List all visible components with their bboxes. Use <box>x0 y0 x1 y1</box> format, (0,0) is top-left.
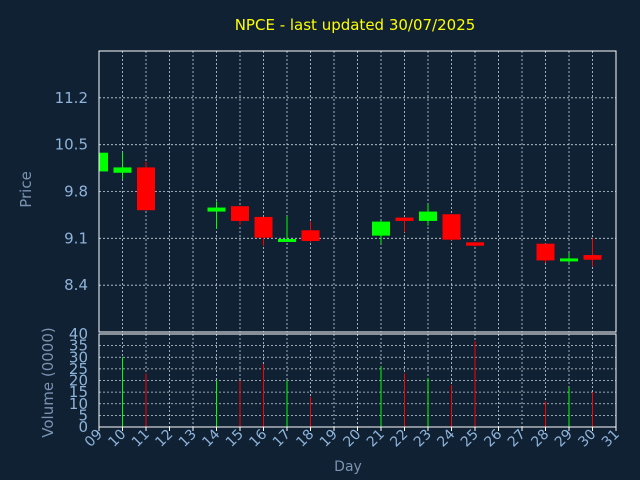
x-axis-label: Day <box>334 459 362 475</box>
volume-grid <box>99 334 616 427</box>
chart-title: NPCE - last updated 30/07/2025 <box>235 16 476 34</box>
volume-tick-label: 15 <box>69 383 88 401</box>
x-tick-label: 19 <box>317 427 341 451</box>
candle-body <box>99 152 108 172</box>
x-tick-label: 21 <box>364 427 388 451</box>
candle-body <box>278 239 296 243</box>
price-tick-label: 9.1 <box>64 229 88 247</box>
price-tick-label: 10.5 <box>55 136 88 154</box>
volume-tick-label: 5 <box>78 406 88 424</box>
candle-body <box>560 258 578 262</box>
x-tick-label: 26 <box>481 426 505 450</box>
x-tick-label: 30 <box>575 427 599 451</box>
x-tick-label: 12 <box>152 427 176 451</box>
x-tick-label: 25 <box>458 427 482 451</box>
x-tick-label: 18 <box>293 427 317 451</box>
volume-tick-label: 0 <box>78 418 88 436</box>
volume-tick-label: 10 <box>69 395 88 413</box>
candle-body <box>583 255 602 260</box>
x-tick-label: 29 <box>552 427 576 451</box>
candle-body <box>301 230 320 242</box>
volume-tick-label: 25 <box>69 360 88 378</box>
volume-tick-label: 30 <box>69 348 88 366</box>
candle-body <box>137 167 155 211</box>
x-tick-label: 22 <box>387 427 411 451</box>
candles <box>98 152 602 267</box>
x-tick-label: 31 <box>599 427 623 451</box>
x-tick-label: 14 <box>199 426 223 450</box>
x-tick-label: 13 <box>176 427 200 451</box>
x-tick-label: 24 <box>434 426 458 450</box>
x-tick-label: 20 <box>340 427 364 451</box>
x-tick-label: 16 <box>246 426 270 450</box>
candle-body <box>113 167 132 173</box>
x-axis-ticks: 09 10 11 12 13 14 15 16 17 18 19 20 21 22 23 24 25 26 27 28… <box>82 426 623 450</box>
price-axis-label: Price <box>17 171 35 208</box>
price-tick-label: 11.2 <box>55 89 88 107</box>
price-tick-label: 9.8 <box>64 183 88 201</box>
candle-body <box>254 216 273 238</box>
price-pane-frame <box>98 50 617 333</box>
candle-body <box>442 214 461 240</box>
x-tick-label: 17 <box>270 427 294 451</box>
x-tick-label: 27 <box>505 427 529 451</box>
x-tick-label: 23 <box>411 427 435 451</box>
x-tick-label: 10 <box>105 427 129 451</box>
x-tick-label: 11 <box>129 427 153 451</box>
candle-body <box>536 243 555 261</box>
x-tick-label: 15 <box>223 427 247 451</box>
candle-body <box>466 242 484 246</box>
price-tick-label: 8.4 <box>64 276 88 294</box>
plot-frames <box>98 50 617 428</box>
candle-body <box>395 217 414 221</box>
volume-pane-frame <box>98 333 617 428</box>
candle-body <box>231 206 249 221</box>
price-axis-ticks: 8.4 9.1 9.8 10.5 11.2 <box>55 89 88 294</box>
volume-tick-label: 35 <box>69 337 88 355</box>
candle-body <box>419 211 437 221</box>
volume-axis-label: Volume (0000) <box>39 327 57 437</box>
volume-tick-label: 40 <box>69 325 88 343</box>
x-tick-label: 28 <box>528 427 552 451</box>
price-grid <box>99 51 616 332</box>
volume-bars <box>122 340 593 427</box>
volume-tick-label: 20 <box>69 372 88 390</box>
candle-body <box>372 221 390 236</box>
candle-body <box>207 207 226 212</box>
